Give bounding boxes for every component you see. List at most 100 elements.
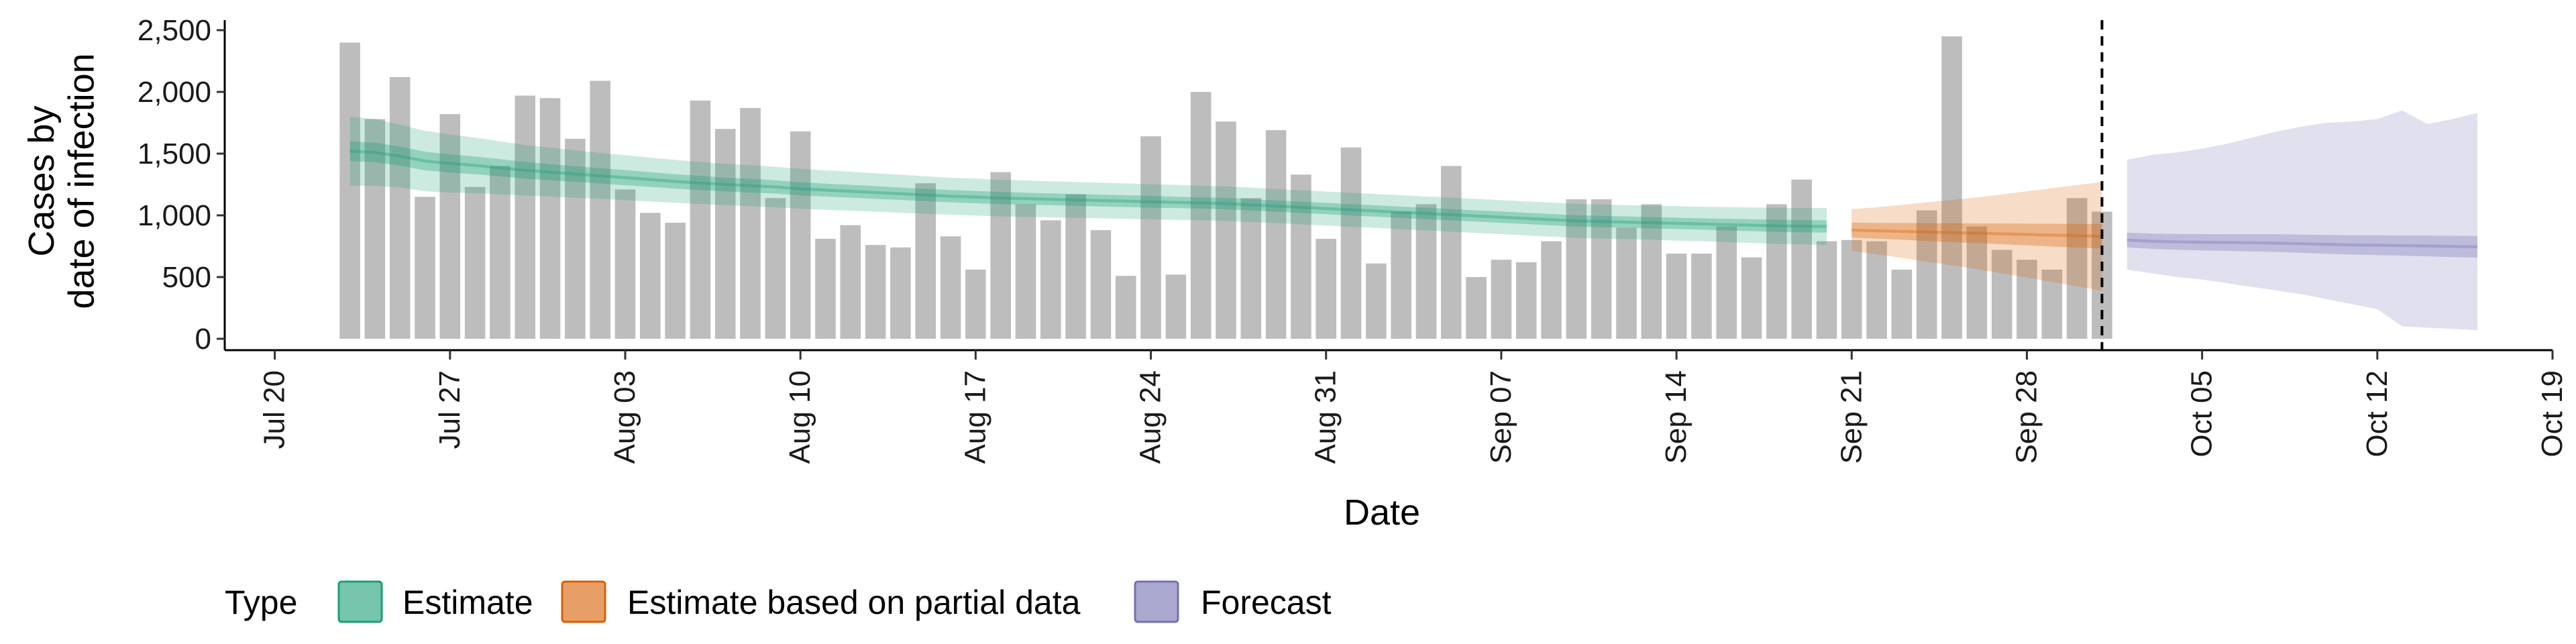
legend-key xyxy=(337,580,383,623)
bar xyxy=(815,238,836,339)
bar xyxy=(1666,254,1687,339)
bar xyxy=(1816,241,1837,339)
legend-label: Forecast xyxy=(1201,584,1332,621)
x-tick-label: Aug 31 xyxy=(1309,370,1342,464)
y-axis-title-line: Cases by xyxy=(21,105,62,256)
bar xyxy=(1015,204,1036,339)
y-tick-label: 500 xyxy=(162,261,211,294)
bar xyxy=(1691,254,1712,339)
band-outer-series-2 xyxy=(2127,110,2478,331)
bar xyxy=(464,186,486,339)
bar xyxy=(690,100,711,339)
bar xyxy=(1040,220,1061,339)
legend-title: Type xyxy=(225,584,297,621)
x-tick-label: Oct 05 xyxy=(2186,370,2218,458)
bar xyxy=(1340,147,1362,339)
bar xyxy=(1916,210,1937,339)
legend-key xyxy=(561,580,606,623)
bar xyxy=(590,80,610,339)
bar xyxy=(2066,198,2088,339)
bar xyxy=(1741,257,1762,339)
bar xyxy=(1941,36,1962,339)
y-tick-label: 1,500 xyxy=(138,138,211,170)
bar xyxy=(1115,276,1136,339)
y-tick-label: 2,500 xyxy=(138,14,211,47)
bar xyxy=(389,76,411,339)
bar xyxy=(565,138,586,339)
bar xyxy=(1240,198,1262,339)
x-tick-label: Aug 03 xyxy=(608,370,641,464)
y-axis-title: Cases bydate of infection xyxy=(21,53,101,309)
bar xyxy=(1316,238,1337,339)
bar xyxy=(1641,204,1662,339)
band-outer-series-1 xyxy=(1851,182,2102,291)
y-tick-label: 2,000 xyxy=(138,76,211,109)
y-tick-label: 1,000 xyxy=(138,199,211,232)
bar xyxy=(1265,130,1287,339)
bar xyxy=(490,166,511,339)
legend: Type Estimate Estimate based on partial da… xyxy=(225,580,1332,623)
bar xyxy=(1165,274,1187,339)
y-axis-title-line: date of infection xyxy=(61,53,101,309)
bar xyxy=(1791,179,1812,339)
bar xyxy=(1716,226,1737,339)
bar xyxy=(1566,199,1587,339)
bar xyxy=(1090,230,1112,339)
x-tick-label: Sep 07 xyxy=(1485,370,1517,464)
bar xyxy=(990,172,1011,339)
bar xyxy=(940,236,961,339)
bar xyxy=(1140,136,1161,339)
bar xyxy=(1841,239,1862,339)
bar xyxy=(840,225,861,339)
bar xyxy=(1466,277,1487,339)
bar xyxy=(339,42,360,339)
bar xyxy=(640,213,661,339)
x-tick-label: Sep 21 xyxy=(1835,370,1868,464)
bar xyxy=(1866,241,1887,339)
bar xyxy=(1966,226,1988,339)
band-median-series-2 xyxy=(2127,238,2478,249)
bar xyxy=(1415,204,1437,339)
bar xyxy=(714,129,736,339)
x-tick-label: Jul 20 xyxy=(258,370,291,449)
bar xyxy=(1391,211,1411,339)
band-inner-series-2 xyxy=(2127,232,2478,258)
bar xyxy=(1216,121,1236,339)
bar xyxy=(1515,262,1537,339)
bar xyxy=(1766,204,1787,339)
y-tick-label: 0 xyxy=(195,323,211,356)
bands-layer xyxy=(350,110,2478,331)
bar xyxy=(539,98,561,339)
bar xyxy=(2041,269,2063,339)
bar xyxy=(2017,260,2037,339)
x-tick-label: Sep 28 xyxy=(2010,370,2043,464)
bar xyxy=(1991,250,2012,339)
bar xyxy=(614,189,636,339)
x-tick-label: Sep 14 xyxy=(1660,370,1693,464)
bar xyxy=(1541,241,1562,339)
bar xyxy=(515,95,536,339)
band-median-series-1 xyxy=(1851,228,2102,238)
bar xyxy=(1891,269,1913,339)
bar xyxy=(415,197,435,339)
bar xyxy=(1291,174,1311,339)
bar xyxy=(1190,92,1212,339)
band-outer-series-0 xyxy=(350,116,1827,246)
legend-label: Estimate based on partial data xyxy=(627,584,1081,621)
band-inner-series-0 xyxy=(350,141,1827,233)
x-tick-label: Oct 12 xyxy=(2361,370,2394,458)
bar xyxy=(1366,263,1387,339)
legend-label: Estimate xyxy=(402,584,533,621)
axes-layer: 0 500 1,000 1,500 2,000 2,500 Jul 20 Jul 27 Aug … xyxy=(21,14,2569,533)
bar xyxy=(790,131,811,339)
x-tick-label: Oct 19 xyxy=(2536,370,2569,458)
bar xyxy=(915,183,936,339)
bar xyxy=(1591,199,1612,339)
x-tick-label: Aug 24 xyxy=(1134,370,1167,464)
bar xyxy=(1491,260,1512,339)
x-axis-title: Date xyxy=(1344,492,1420,533)
bar xyxy=(890,247,911,339)
bar xyxy=(1616,227,1637,339)
bar xyxy=(765,198,786,339)
